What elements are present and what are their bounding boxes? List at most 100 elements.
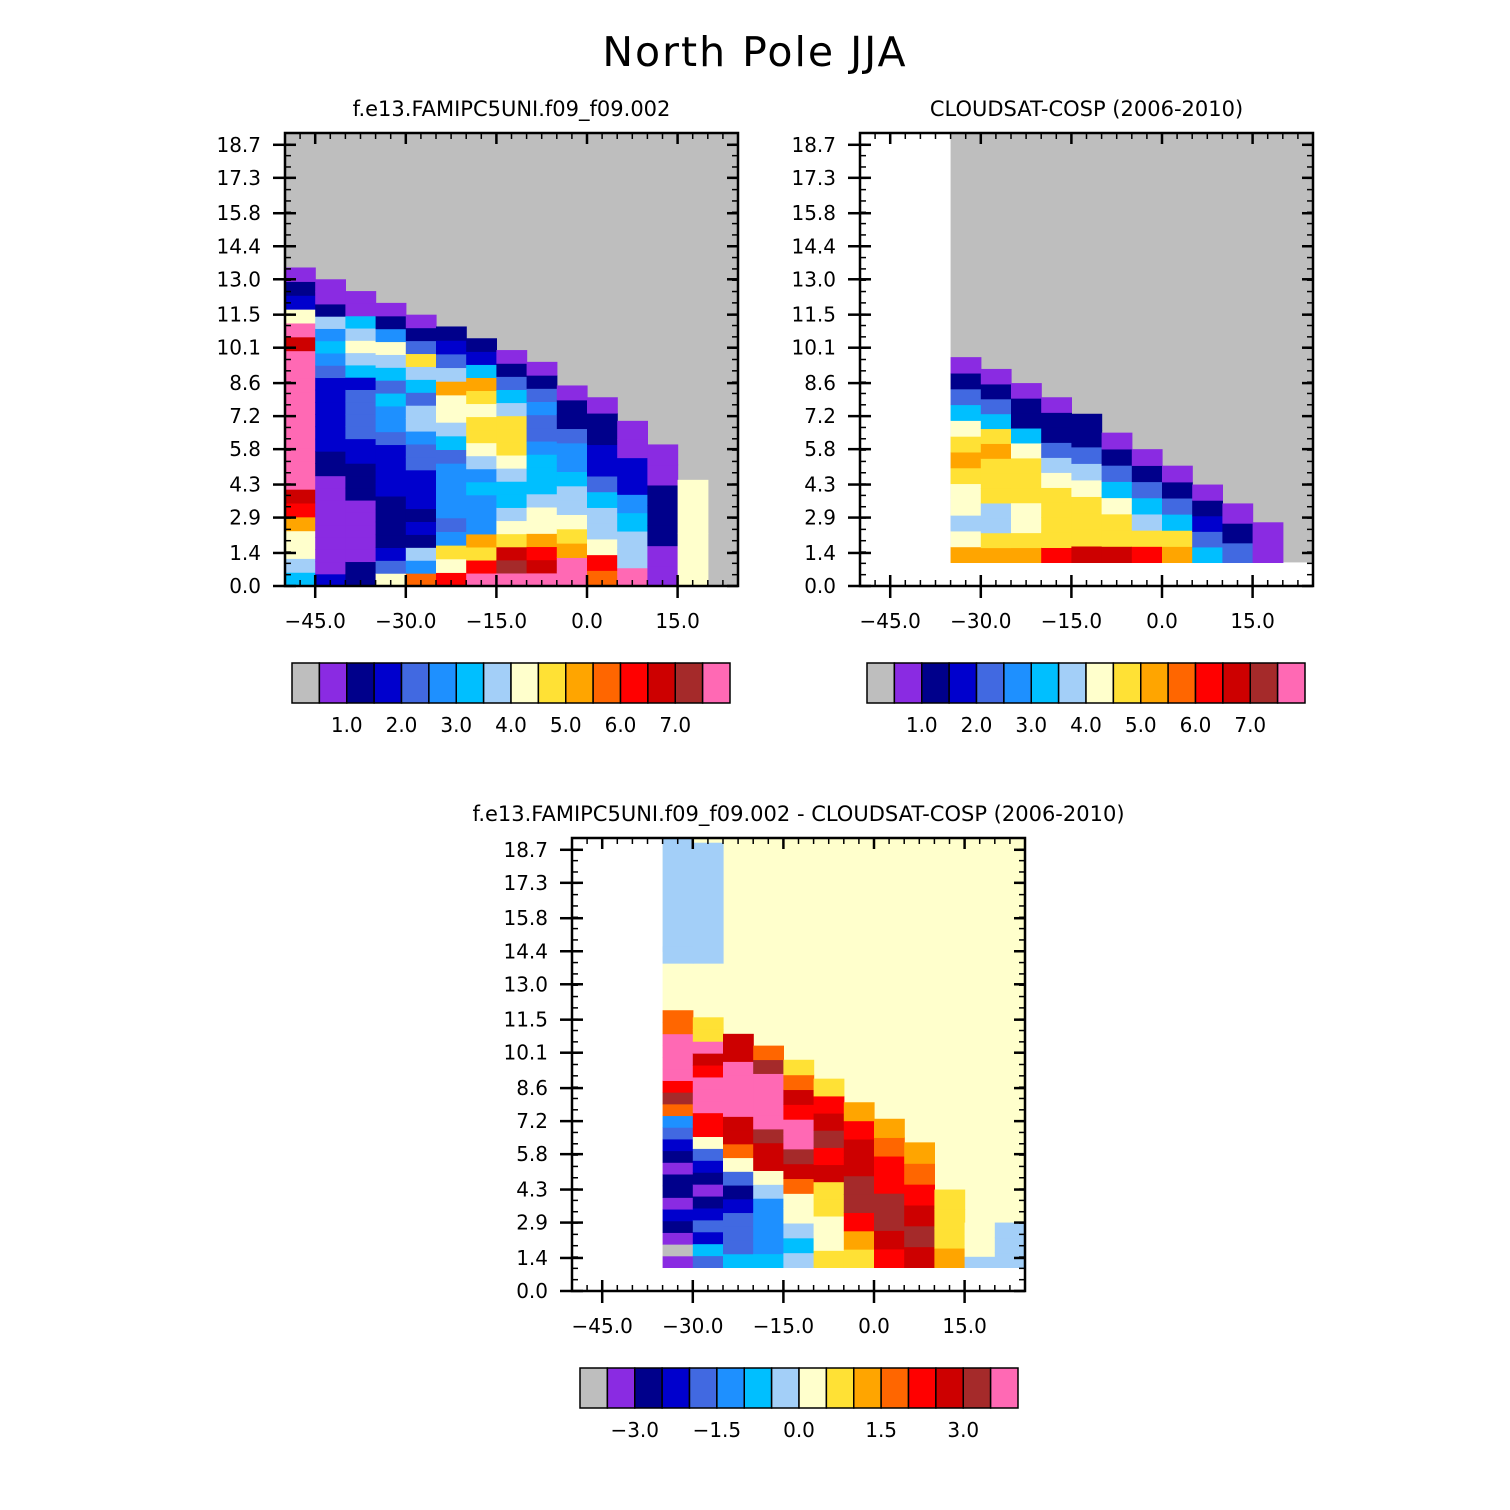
heatmap-cell (285, 447, 316, 462)
heatmap-cell (662, 1197, 694, 1210)
y-tick-label: 5.8 (516, 1142, 548, 1166)
heatmap-cell (753, 1087, 784, 1102)
heatmap-cell (285, 405, 316, 421)
colorbar-box (619, 662, 649, 704)
heatmap-cell (556, 385, 588, 401)
heatmap-cell (723, 1184, 754, 1200)
heatmap-cell (436, 394, 467, 410)
y-tick-label: 10.1 (216, 336, 261, 360)
heatmap-cell (375, 457, 407, 471)
y-tick-label: 0.0 (516, 1279, 548, 1303)
colorbar-box (962, 1367, 992, 1409)
heatmap-cell (466, 559, 497, 574)
colorbar-box (743, 1367, 773, 1409)
heatmap-cell (723, 1226, 754, 1241)
heatmap-cell (556, 485, 588, 501)
heatmap-cell (692, 1243, 724, 1257)
colorbar-box (400, 662, 430, 704)
heatmap-cell (1162, 497, 1193, 515)
x-tick-label: −30.0 (662, 1314, 723, 1338)
heatmap-cell (723, 1130, 754, 1145)
heatmap-cell (436, 572, 467, 587)
heatmap-cell (723, 1075, 754, 1090)
y-tick-label: 1.4 (516, 1246, 548, 1270)
heatmap-cell (662, 1173, 694, 1187)
y-tick-label: 4.3 (516, 1178, 548, 1202)
heatmap-cell (436, 435, 467, 451)
heatmap-cell (496, 507, 528, 522)
heatmap-cell (723, 1116, 754, 1131)
heatmap-cell (405, 495, 437, 510)
heatmap-cell (783, 1148, 815, 1165)
heatmap-cell (375, 560, 407, 574)
heatmap-cell (662, 1244, 694, 1257)
heatmap-cell (1192, 546, 1223, 564)
heatmap-cell (662, 1185, 694, 1198)
heatmap-cell (874, 1174, 905, 1194)
x-tick-label: 0.0 (858, 1314, 890, 1338)
heatmap-cell (934, 1228, 966, 1249)
heatmap-cell (405, 314, 437, 329)
heatmap-cell (345, 291, 377, 304)
heatmap-cell (617, 475, 648, 495)
heatmap-cell (526, 572, 558, 587)
heatmap-cell (723, 1143, 754, 1159)
heatmap-cell (950, 372, 982, 390)
heatmap-cell (315, 340, 346, 354)
heatmap-cell (315, 475, 346, 489)
heatmap-cell (1071, 545, 1103, 564)
heatmap-cell (1131, 513, 1163, 531)
colorbar-box (1057, 662, 1087, 704)
heatmap-cell (662, 1127, 694, 1140)
panel-title: f.e13.FAMIPC5UNI.f09_f09.002 - CLOUDSAT-… (472, 802, 1124, 827)
colorbar-box (606, 1367, 636, 1409)
heatmap-cell (1131, 497, 1163, 515)
heatmap-cell (1071, 512, 1103, 530)
heatmap-cell (723, 1102, 754, 1117)
heatmap-cell (1162, 465, 1193, 483)
heatmap-cell (1041, 547, 1072, 564)
colorbar-box (1085, 662, 1115, 704)
heatmap-cell (874, 1248, 905, 1269)
heatmap-cell (813, 1181, 845, 1200)
heatmap-cell (980, 487, 1012, 504)
heatmap-cell (345, 475, 377, 489)
colorbar-label: 3.0 (440, 713, 472, 737)
heatmap-cell (934, 1209, 966, 1230)
y-tick-label: 14.4 (216, 234, 261, 258)
heatmap-cell (1101, 465, 1133, 482)
colorbar-label: 2.0 (961, 713, 993, 737)
heatmap-cell (753, 1170, 784, 1185)
heatmap-cell (556, 528, 588, 544)
colorbar-box (661, 1367, 691, 1409)
heatmap-cell (647, 484, 679, 506)
x-tick-label: 15.0 (655, 609, 700, 633)
heatmap-cell (1071, 529, 1103, 547)
heatmap-cell (662, 1010, 694, 1023)
heatmap-cell (466, 442, 497, 457)
y-tick-label: 7.2 (804, 404, 836, 428)
heatmap-cell (496, 494, 528, 508)
heatmap-cell (1011, 532, 1042, 549)
heatmap-cell (436, 326, 467, 341)
heatmap-cell (315, 352, 346, 366)
heatmap-cell (526, 480, 558, 495)
heatmap-cell (813, 1095, 845, 1114)
colorbar-box (373, 662, 403, 704)
heatmap-cell (466, 390, 497, 405)
heatmap-cell (556, 571, 588, 587)
heatmap-cell (783, 1119, 815, 1135)
heatmap-cell (1162, 514, 1193, 531)
heatmap-cell (950, 483, 982, 500)
heatmap-cell (405, 456, 437, 471)
colorbar-box (893, 662, 923, 704)
y-tick-label: 2.9 (229, 506, 261, 530)
heatmap-cell (723, 1171, 754, 1186)
colorbar-box (935, 1367, 964, 1409)
heatmap-cell (753, 1198, 784, 1213)
heatmap-cell (466, 546, 497, 561)
heatmap-cell (1131, 465, 1163, 483)
heatmap-cell (375, 380, 407, 394)
heatmap-cell (994, 1222, 1026, 1239)
heatmap-cell (315, 389, 346, 403)
